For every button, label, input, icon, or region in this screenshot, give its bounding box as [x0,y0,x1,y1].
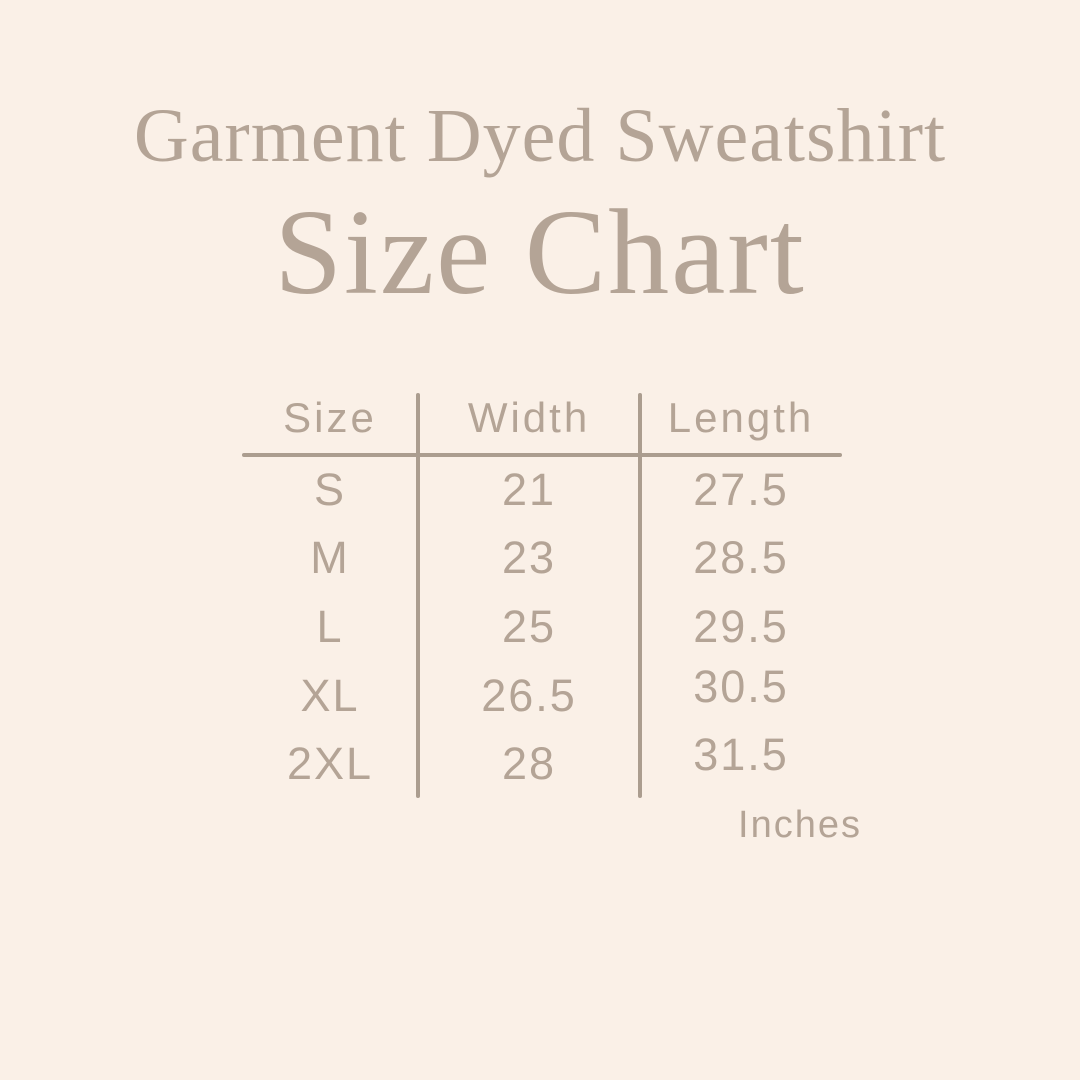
column-header-length: Length [667,394,815,441]
row-xl-width: 26.5 [481,669,577,721]
row-m-size: M [310,532,350,584]
row-2xl-size: 2XL [286,738,374,790]
column-divider-1 [416,393,420,798]
row-m-length: 28.5 [693,532,789,584]
row-2xl-width: 28 [501,738,557,790]
size-chart-title: Size Chart [274,185,806,320]
units-label: Inches [738,804,862,846]
row-2xl-length: 31.5 [693,729,789,781]
row-xl-size: XL [300,669,360,721]
row-s-size: S [313,463,346,515]
column-header-width: Width [467,394,591,441]
row-l-length: 29.5 [693,600,789,652]
row-l-width: 25 [501,600,557,652]
size-table: Size Width Length S 21 27.5 M 23 28.5 L … [242,393,842,798]
header-divider [242,453,842,457]
row-m-width: 23 [501,532,557,584]
row-l-size: L [316,600,344,652]
column-header-size: Size [283,394,377,441]
product-title: Garment Dyed Sweatshirt [133,94,947,178]
column-divider-2 [638,393,642,798]
row-s-width: 21 [501,463,557,515]
row-xl-length: 30.5 [693,660,789,712]
row-s-length: 27.5 [693,463,789,515]
